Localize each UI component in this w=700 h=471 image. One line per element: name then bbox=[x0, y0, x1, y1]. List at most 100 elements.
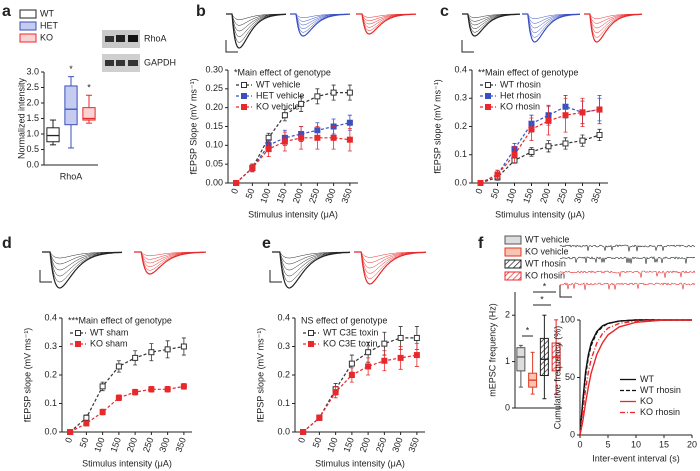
y-tick-label: 0.1 bbox=[454, 149, 467, 159]
marker bbox=[381, 340, 388, 347]
panel-label: f bbox=[478, 235, 484, 252]
y-tick-label: 0.3 bbox=[44, 341, 57, 351]
y-tick-label: 2.5 bbox=[26, 82, 39, 92]
x-tick-label: 300 bbox=[157, 436, 172, 454]
x-tick-label: 0 bbox=[229, 187, 240, 195]
y-tick-label: 1.5 bbox=[26, 113, 39, 123]
blot-label: RhoA bbox=[144, 33, 167, 43]
legend-marker bbox=[308, 341, 314, 347]
x-tick-label: 250 bbox=[141, 436, 156, 454]
panel-label: a bbox=[2, 3, 11, 20]
box bbox=[82, 107, 96, 121]
legend-label: WT bbox=[640, 374, 654, 384]
y-tick-label: 3.0 bbox=[26, 66, 39, 76]
y-tick-label: 0.0 bbox=[454, 177, 467, 187]
scale-bar bbox=[225, 40, 238, 53]
x-tick-label: 50 bbox=[78, 436, 91, 449]
x-axis-label: Stimulus intensity (μA) bbox=[248, 209, 338, 219]
y-tick-label: 2.0 bbox=[26, 97, 39, 107]
series-line bbox=[235, 122, 351, 184]
legend-label: HET vehicle bbox=[256, 90, 304, 100]
y-tick-label: 0.0 bbox=[44, 426, 57, 436]
y-tick-label: 0.30 bbox=[205, 64, 223, 74]
marker bbox=[180, 343, 187, 350]
x-tick-label: 300 bbox=[572, 187, 587, 205]
x-tick-label: 0 bbox=[577, 439, 582, 449]
x-tick-label: 200 bbox=[125, 436, 140, 454]
significance: * bbox=[540, 294, 544, 304]
significance: * bbox=[87, 83, 91, 93]
trace bbox=[354, 251, 426, 285]
trace bbox=[559, 256, 696, 265]
y-tick-label: 2 bbox=[505, 310, 510, 320]
legend-marker bbox=[485, 104, 491, 110]
trace bbox=[290, 13, 351, 37]
x-tick-label: 350 bbox=[173, 436, 188, 454]
marker bbox=[562, 140, 569, 147]
x-tick-label: 150 bbox=[274, 187, 289, 205]
trace bbox=[559, 244, 696, 252]
marker bbox=[477, 180, 484, 186]
scale-bar bbox=[39, 270, 52, 283]
y-axis-label: Normalized intensity bbox=[16, 77, 26, 159]
annotation-title: NS effect of genotype bbox=[301, 315, 387, 325]
x-tick-label: 100 bbox=[258, 187, 273, 205]
panel-label: e bbox=[262, 235, 271, 252]
legend-label: WT rhosin bbox=[525, 258, 566, 268]
legend-label: WT sham bbox=[90, 327, 128, 337]
y-tick-label: 50 bbox=[565, 372, 575, 382]
legend-marker bbox=[75, 330, 81, 336]
annotation-title: *Main effect of genotype bbox=[234, 67, 331, 77]
legend-marker bbox=[485, 93, 491, 99]
marker bbox=[132, 354, 139, 361]
annotation-title: **Main effect of genotype bbox=[478, 67, 578, 77]
y-tick-label: 0.4 bbox=[44, 312, 57, 322]
legend-label: WT C3E toxin bbox=[323, 327, 378, 337]
marker bbox=[83, 414, 90, 421]
trace bbox=[42, 251, 123, 265]
x-tick-label: 200 bbox=[358, 436, 373, 454]
marker bbox=[528, 126, 535, 133]
y-tick-label: 0.2 bbox=[277, 369, 290, 379]
y-tick-label: 0.3 bbox=[454, 93, 467, 103]
significance: * bbox=[69, 64, 73, 74]
annotation-title: ***Main effect of genotype bbox=[68, 315, 172, 325]
marker bbox=[298, 100, 305, 107]
series-line bbox=[579, 319, 692, 436]
marker bbox=[397, 334, 404, 341]
trace bbox=[584, 13, 643, 43]
marker bbox=[99, 409, 106, 416]
series-line bbox=[579, 319, 692, 436]
x-tick-label: 50 bbox=[311, 436, 324, 449]
marker bbox=[346, 136, 353, 143]
marker bbox=[132, 389, 139, 396]
scale-bar bbox=[559, 285, 572, 298]
x-tick-label: RhoA bbox=[60, 171, 83, 181]
marker bbox=[330, 134, 337, 141]
scale-bar bbox=[461, 40, 474, 53]
y-tick-label: 1.0 bbox=[26, 128, 39, 138]
marker bbox=[164, 346, 171, 353]
legend-label: WT rhosin bbox=[500, 79, 541, 89]
marker bbox=[180, 383, 187, 390]
x-tick-label: 5 bbox=[605, 439, 610, 449]
legend-marker bbox=[241, 93, 247, 99]
blot-label: GAPDH bbox=[144, 57, 176, 67]
y-tick-label: 0.0 bbox=[277, 426, 290, 436]
trace bbox=[356, 13, 417, 35]
marker bbox=[413, 334, 420, 341]
marker bbox=[511, 151, 518, 158]
legend-swatch bbox=[19, 21, 37, 31]
marker bbox=[596, 106, 603, 113]
y-tick-label: 0.1 bbox=[277, 398, 290, 408]
legend-marker bbox=[75, 341, 81, 347]
box bbox=[539, 337, 549, 377]
marker bbox=[233, 180, 240, 186]
panel-label: c bbox=[440, 3, 449, 20]
scale-bar bbox=[269, 270, 282, 283]
marker bbox=[346, 89, 353, 96]
y-axis-label: Cumulative frequency (%) bbox=[552, 326, 562, 430]
x-tick-label: 300 bbox=[323, 187, 338, 205]
legend-marker bbox=[308, 330, 314, 336]
